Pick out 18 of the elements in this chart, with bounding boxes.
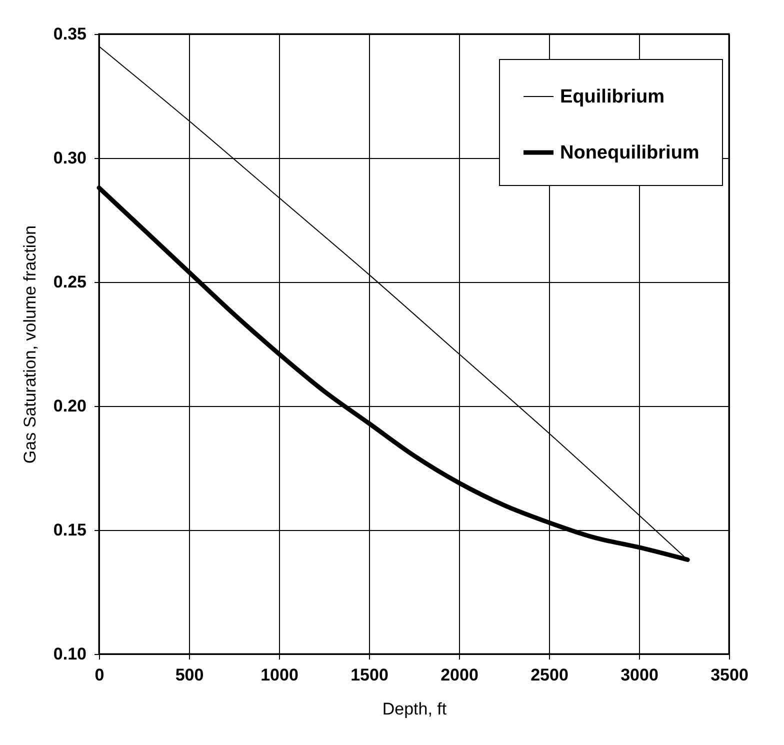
x-tick-label: 2500	[530, 666, 568, 684]
y-axis-title: Gas Saturation, volume fraction	[20, 225, 40, 464]
y-tick-label: 0.15	[53, 520, 86, 540]
x-tick-label: 3500	[710, 666, 748, 684]
y-tick-label: 0.25	[53, 272, 86, 292]
x-tick-label: 1000	[260, 666, 298, 684]
x-axis-title: Depth, ft	[382, 700, 447, 718]
y-tick-label: 0.10	[53, 644, 86, 664]
y-tick-label: 0.20	[53, 396, 86, 416]
x-tick-label: 500	[175, 666, 204, 684]
x-tick-label: 1500	[350, 666, 388, 684]
y-tick-label: 0.35	[53, 24, 86, 44]
x-tick-label: 2000	[440, 666, 478, 684]
legend-label: Nonequilibrium	[560, 142, 700, 164]
legend-label: Equilibrium	[560, 86, 664, 108]
y-tick-label: 0.30	[53, 148, 86, 168]
x-tick-label: 0	[94, 666, 104, 684]
x-tick-label: 3000	[620, 666, 658, 684]
